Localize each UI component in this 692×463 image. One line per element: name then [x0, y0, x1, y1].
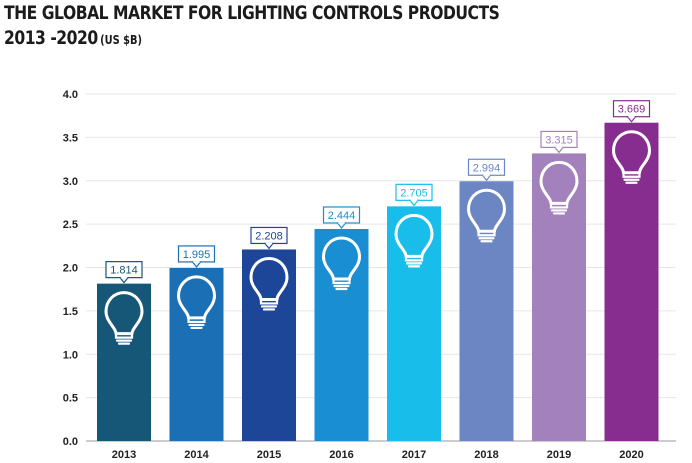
chart-subtitle: 2013 -2020 (US $B) — [4, 27, 142, 49]
value-label-2013: 1.814 — [105, 261, 143, 284]
value-label-2015: 2.208 — [250, 226, 288, 250]
x-axis-ticks: 2013 2014 2015 2016 2017 2018 2019 2020 — [112, 449, 644, 461]
value-label-2020: 3.669 — [612, 100, 651, 123]
value-label-text: 3.315 — [545, 134, 573, 146]
x-tick-label-2018: 2018 — [474, 449, 498, 461]
lightbulb-icon — [177, 275, 216, 330]
lightbulb-icon — [467, 188, 506, 243]
value-label-2014: 1.995 — [177, 245, 216, 268]
lightbulb-icon — [612, 130, 651, 184]
y-tick-label: 2.0 — [63, 263, 78, 275]
lightbulb-icon — [539, 160, 579, 215]
lightbulb-icon — [104, 291, 144, 345]
chart-subtitle-years: 2013 -2020 — [4, 27, 98, 49]
value-label-2019: 3.315 — [540, 130, 578, 154]
y-tick-label: 3.0 — [63, 176, 78, 188]
value-label-2018: 2.994 — [467, 158, 506, 182]
x-tick-label-2015: 2015 — [257, 449, 281, 461]
value-label-text: 2.994 — [473, 162, 501, 174]
lightbulb-icon — [249, 256, 289, 311]
y-tick-label: 0.5 — [63, 393, 78, 405]
bar-2020 — [604, 122, 659, 442]
value-label-2017: 2.705 — [395, 183, 433, 207]
y-axis-ticks: 0.0 0.5 1.0 1.5 2.0 2.5 3.0 3.5 4.0 — [63, 89, 78, 448]
y-tick-label: 2.5 — [63, 219, 78, 231]
chart-subtitle-unit: (US $B) — [100, 33, 143, 47]
bar-2018 — [459, 181, 514, 441]
y-tick-label: 1.0 — [63, 349, 78, 361]
value-label-text: 2.208 — [255, 230, 283, 242]
x-tick-label-2014: 2014 — [184, 449, 209, 461]
value-label-text: 2.705 — [400, 187, 428, 199]
y-tick-label: 0.0 — [63, 436, 78, 448]
y-tick-label: 4.0 — [63, 89, 78, 101]
bar-2017 — [387, 206, 441, 441]
bar-2019 — [532, 153, 586, 441]
x-tick-label-2016: 2016 — [329, 449, 353, 461]
chart-title: THE GLOBAL MARKET FOR LIGHTING CONTROLS … — [4, 2, 500, 24]
value-label-2016: 2.444 — [322, 206, 361, 229]
x-tick-label-2017: 2017 — [402, 449, 426, 461]
lightbulb-icon — [394, 213, 434, 268]
y-tick-label: 3.5 — [63, 132, 78, 144]
value-label-text: 1.995 — [183, 249, 211, 261]
lightbulb-icon — [322, 236, 361, 291]
y-tick-label: 1.5 — [63, 306, 78, 318]
x-tick-label-2019: 2019 — [547, 449, 571, 461]
x-tick-label-2013: 2013 — [112, 449, 136, 461]
bars: 1.814 1.995 2.208 2.444 2.705 2.994 3.315 3.669 — [97, 100, 659, 442]
value-label-text: 3.669 — [618, 104, 646, 116]
value-label-text: 2.444 — [328, 210, 356, 222]
value-label-text: 1.814 — [110, 265, 138, 277]
bar-2016 — [314, 228, 369, 441]
x-tick-label-2020: 2020 — [619, 449, 643, 461]
